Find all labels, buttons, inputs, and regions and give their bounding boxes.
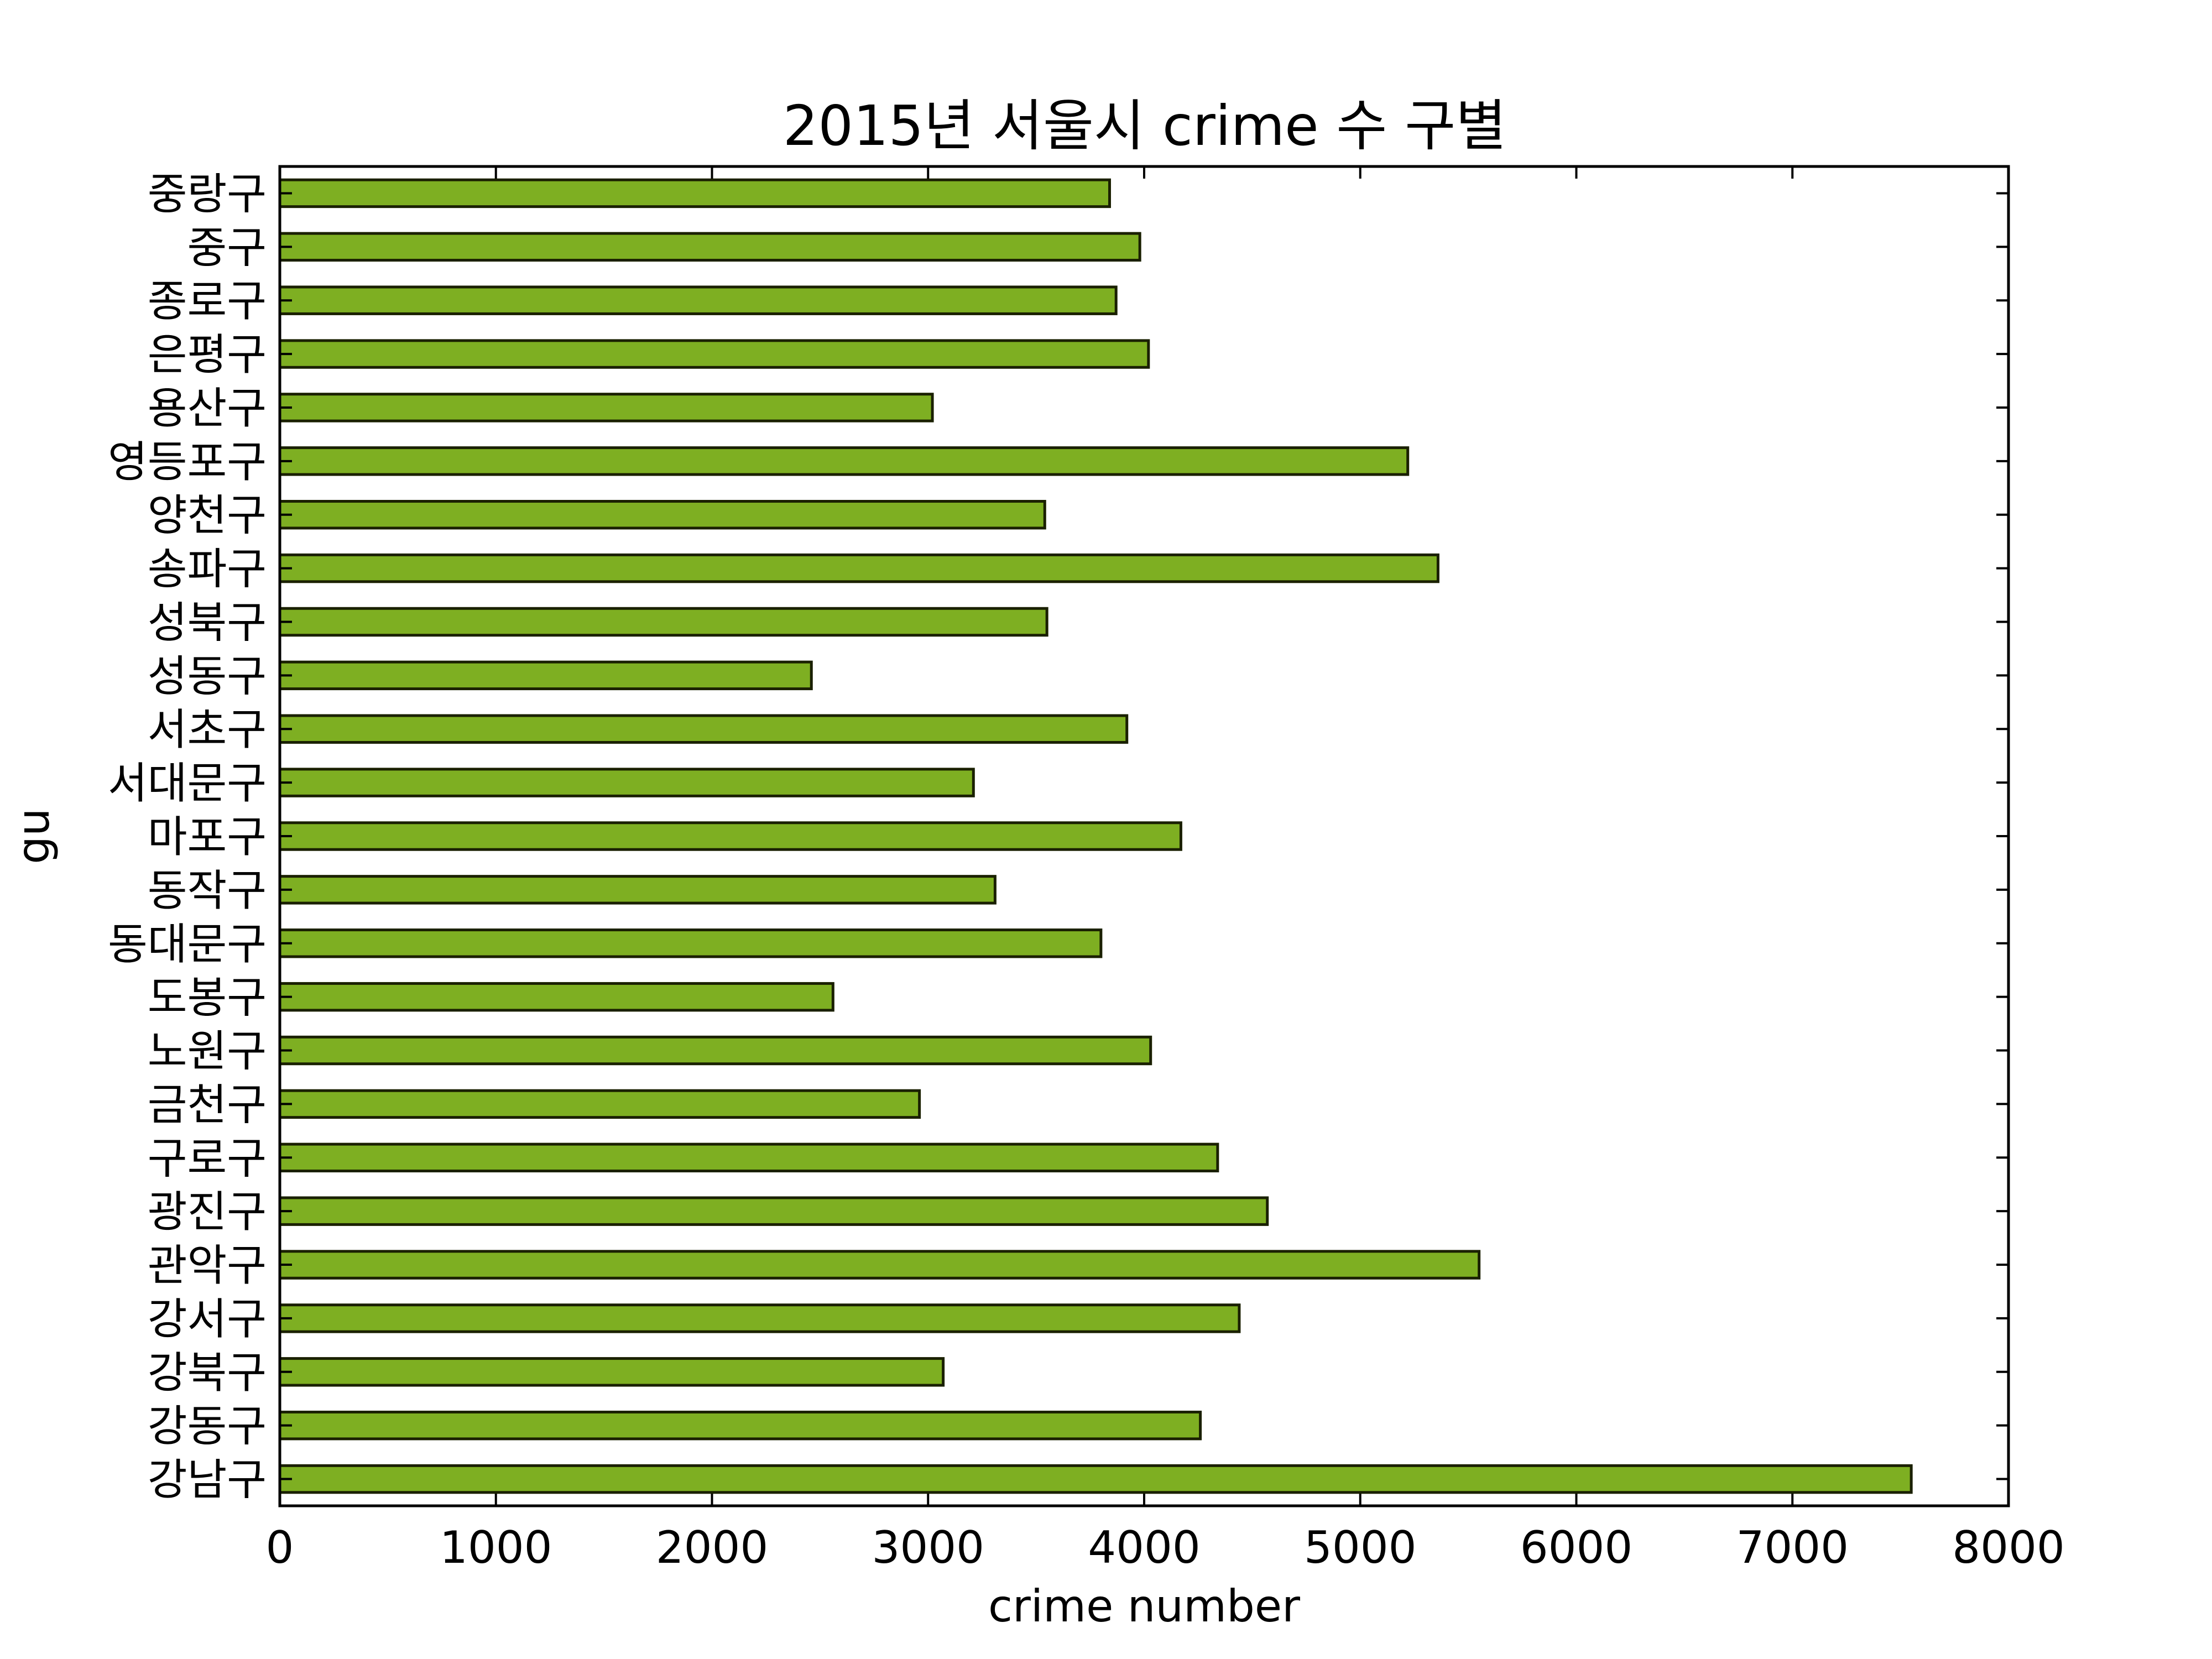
category-label: 도봉구 <box>148 973 267 1023</box>
bar-동작구 <box>278 875 997 905</box>
category-label: 광진구 <box>148 1187 267 1237</box>
bar-광진구 <box>278 1196 1269 1226</box>
ticks-group <box>279 166 2010 1506</box>
bar-구로구 <box>278 1142 1219 1173</box>
x-tick-label: 5000 <box>1304 1522 1417 1573</box>
category-label: 성동구 <box>148 651 267 701</box>
bar-강북구 <box>278 1357 945 1387</box>
bar-도봉구 <box>278 982 834 1012</box>
x-tick-label: 3000 <box>872 1522 984 1573</box>
bar-마포구 <box>278 821 1182 851</box>
bar-중구 <box>278 232 1141 262</box>
x-tick-label: 0 <box>266 1522 294 1573</box>
category-label: 종로구 <box>148 276 267 326</box>
bar-강남구 <box>278 1464 1913 1494</box>
x-tick-label: 2000 <box>656 1522 769 1573</box>
bar-성동구 <box>278 660 813 691</box>
bar-관악구 <box>278 1250 1481 1280</box>
x-tick-label: 4000 <box>1088 1522 1201 1573</box>
bar-서대문구 <box>278 768 975 797</box>
bar-중랑구 <box>278 178 1111 208</box>
category-label: 서초구 <box>148 705 267 755</box>
category-label: 강서구 <box>148 1295 267 1344</box>
bar-양천구 <box>278 500 1046 530</box>
category-label: 노원구 <box>148 1027 267 1077</box>
x-tick-label: 7000 <box>1736 1522 1849 1573</box>
category-label: 강동구 <box>148 1402 267 1452</box>
chart-title: 2015년 서울시 crime 수 구별 <box>783 93 1506 158</box>
x-tick-labels: 0 1000 2000 3000 4000 5000 6000 7000 8000 <box>266 1522 2065 1573</box>
x-axis-label: crime number <box>988 1580 1300 1632</box>
x-tick-label: 6000 <box>1520 1522 1633 1573</box>
category-label: 강북구 <box>148 1348 267 1398</box>
bar-금천구 <box>278 1089 921 1119</box>
bar-강서구 <box>278 1303 1241 1333</box>
category-label: 동대문구 <box>108 920 267 969</box>
category-labels: 강남구강동구강북구강서구관악구광진구구로구금천구노원구도봉구동대문구동작구마포구… <box>108 169 267 1505</box>
category-label: 중랑구 <box>148 169 267 219</box>
bar-강동구 <box>278 1410 1202 1441</box>
x-tick-label: 8000 <box>1952 1522 2065 1573</box>
bars-group <box>278 178 1913 1494</box>
category-label: 중구 <box>187 223 267 273</box>
category-label: 용산구 <box>148 384 267 434</box>
plot-frame <box>278 165 2010 1507</box>
category-label: 강남구 <box>148 1455 267 1505</box>
bar-은평구 <box>278 339 1150 369</box>
category-label: 성북구 <box>148 598 267 648</box>
y-axis-label: gu <box>8 808 59 864</box>
category-label: 영등포구 <box>108 437 267 487</box>
category-label: 동작구 <box>148 866 267 916</box>
bar-동대문구 <box>278 928 1103 958</box>
bar-성북구 <box>278 607 1048 637</box>
bar-종로구 <box>278 285 1118 315</box>
bar-송파구 <box>278 553 1439 583</box>
bar-용산구 <box>278 393 934 422</box>
category-label: 송파구 <box>148 545 267 594</box>
category-label: 은평구 <box>148 330 267 380</box>
bar-노원구 <box>278 1035 1152 1066</box>
category-label: 금천구 <box>148 1080 267 1130</box>
category-label: 서대문구 <box>108 759 267 808</box>
x-tick-label: 1000 <box>440 1522 552 1573</box>
bar-서초구 <box>278 714 1129 744</box>
category-label: 마포구 <box>148 812 267 862</box>
category-label: 양천구 <box>148 491 267 541</box>
category-label: 구로구 <box>148 1134 267 1183</box>
bar-영등포구 <box>278 446 1410 476</box>
category-label: 관악구 <box>148 1241 267 1291</box>
